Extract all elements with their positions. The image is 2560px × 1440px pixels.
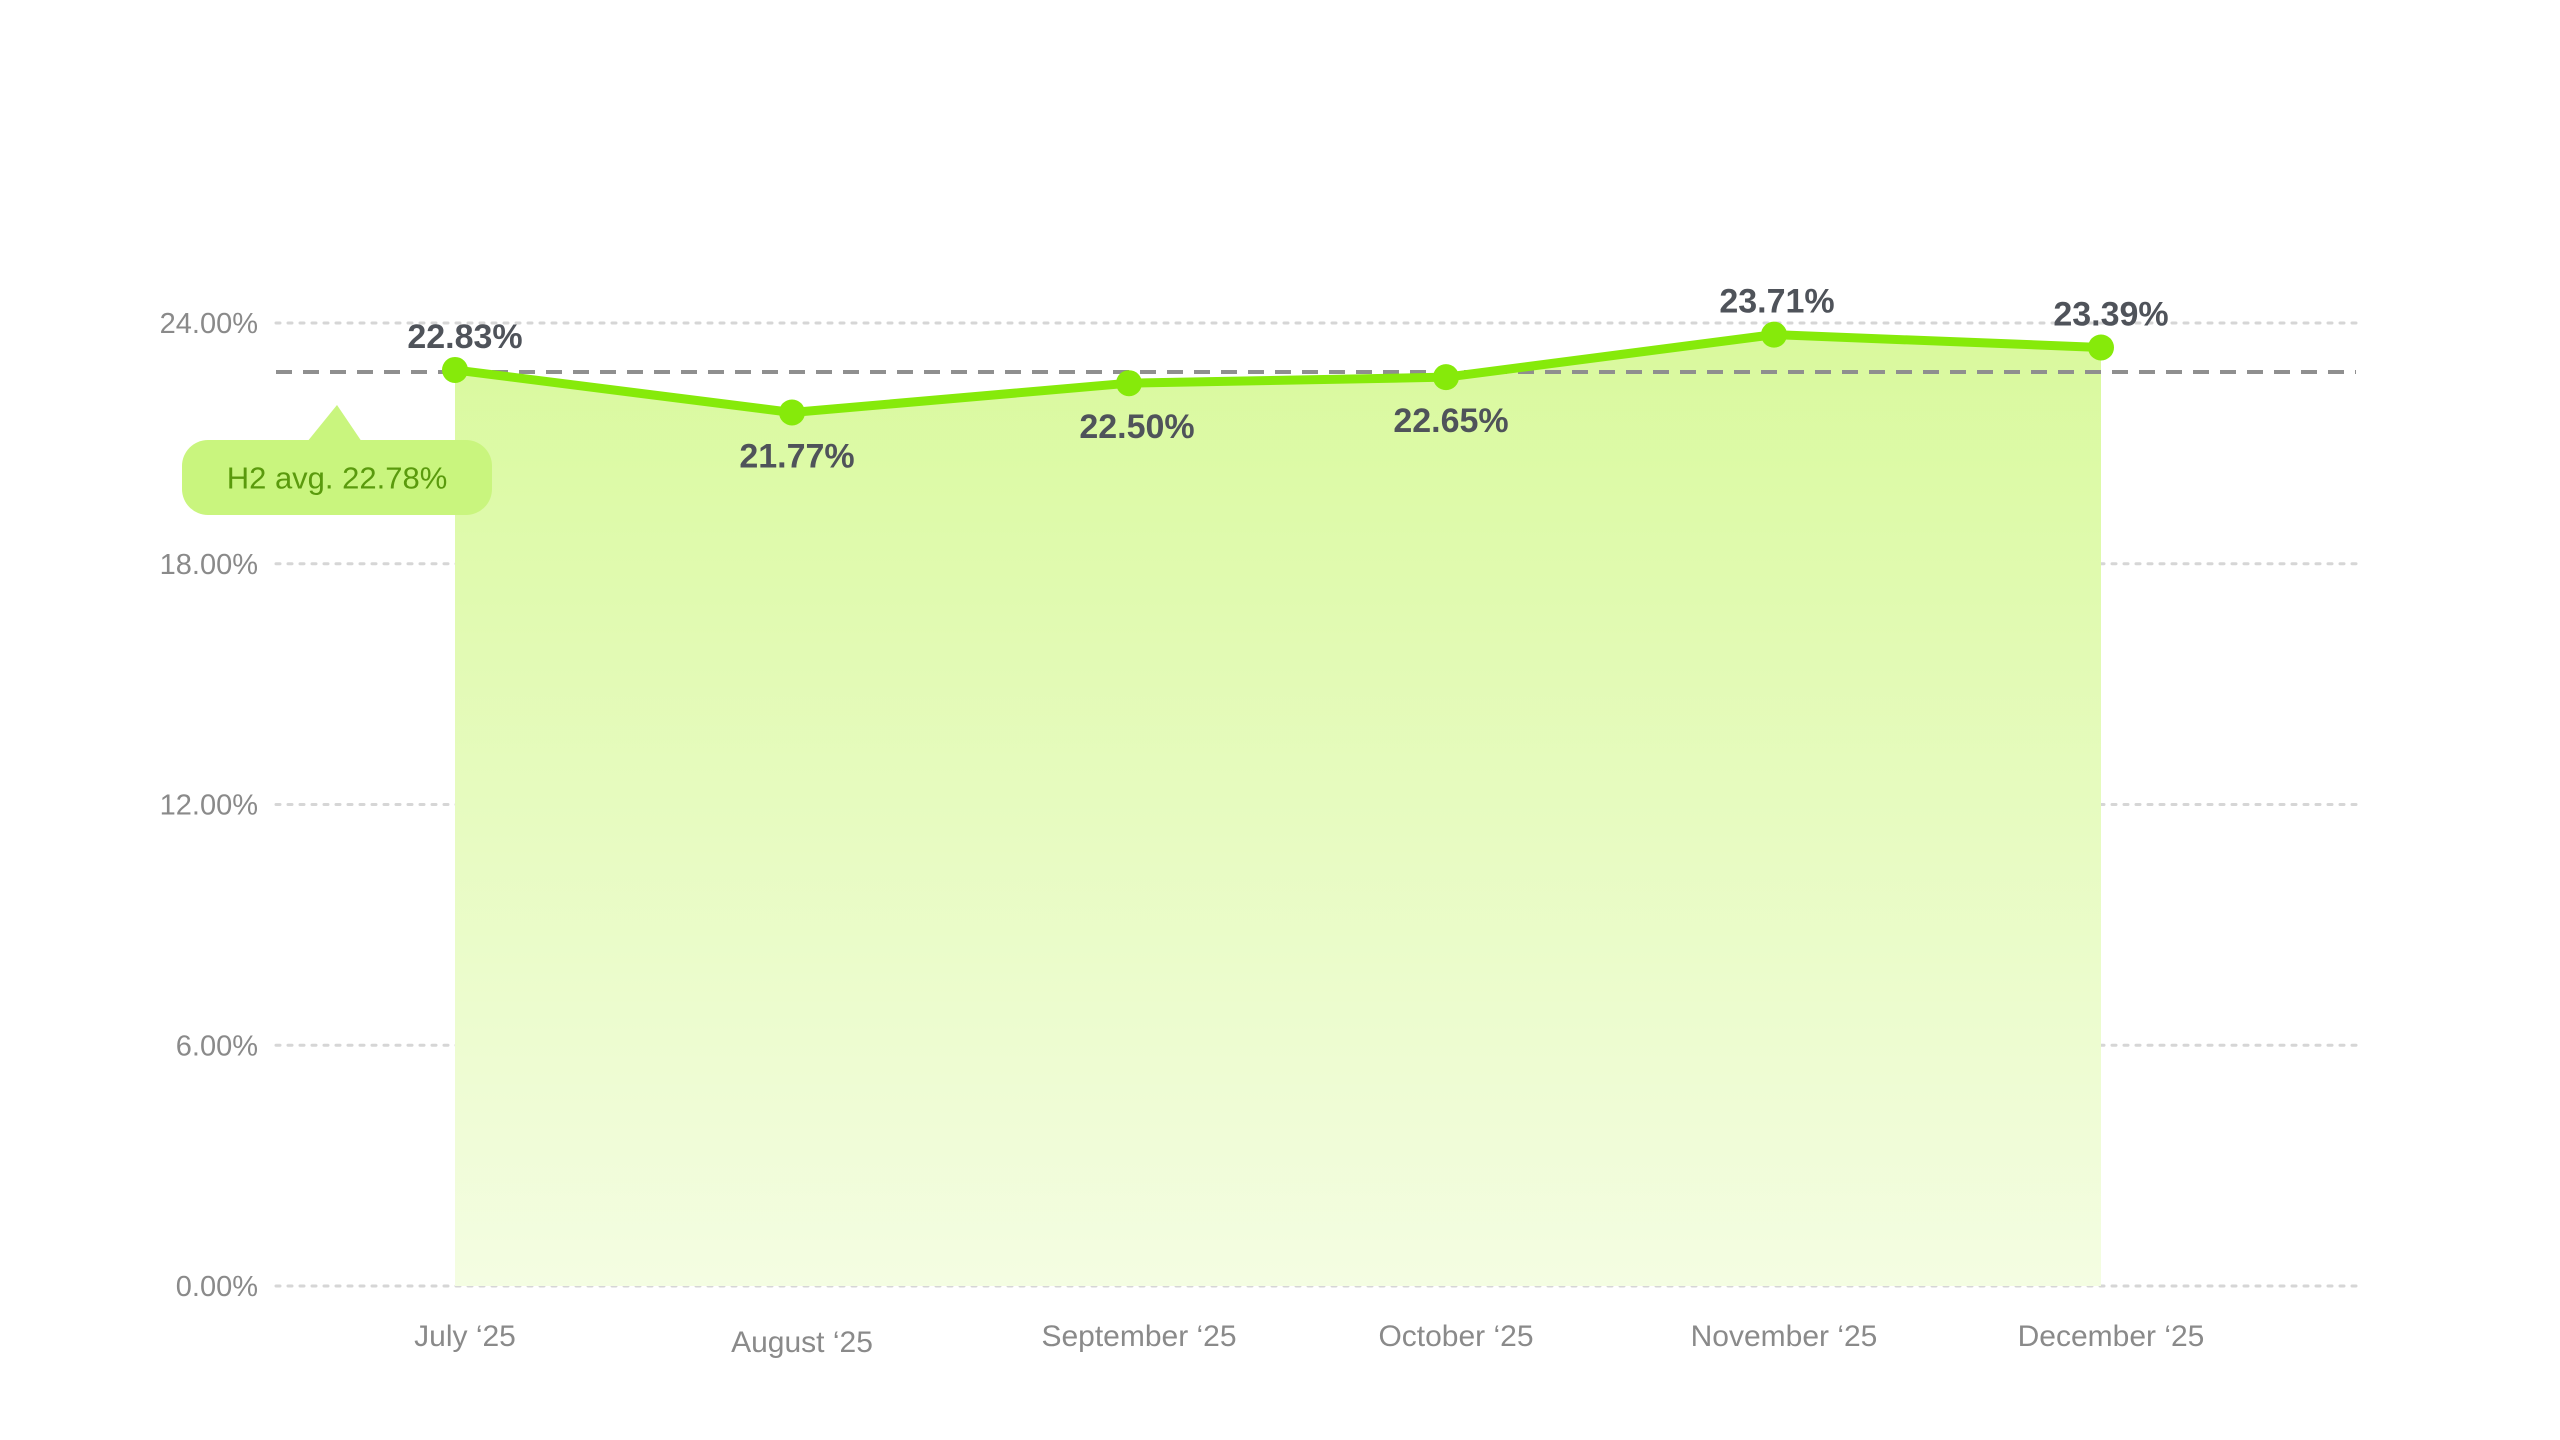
series-line [450,330,2106,417]
data-point [1116,370,1142,397]
y-tick-label: 0.00% [176,1271,258,1303]
x-tick-label: September ‘25 [1041,1320,1236,1353]
average-badge [182,440,492,515]
data-point [2088,334,2114,361]
data-label: 22.50% [1079,408,1194,446]
data-point [442,356,468,383]
badge-pointer [307,405,362,442]
y-tick-label: 18.00% [160,549,258,581]
data-points [442,321,2114,426]
data-label: 21.77% [739,437,854,475]
area-fill-group [455,334,2101,1287]
average-badge-label: H2 avg. 22.78% [227,461,448,496]
data-point [1761,321,1787,348]
x-tick-label: July ‘25 [414,1320,516,1353]
data-label: 22.83% [407,318,522,356]
x-tick-label: August ‘25 [731,1326,873,1359]
x-axis-ticks: July ‘25 August ‘25 September ‘25 October ‘… [414,1320,2204,1359]
x-tick-label: November ‘25 [1691,1320,1878,1353]
data-point [1433,364,1459,391]
x-tick-label: December ‘25 [2018,1320,2205,1353]
y-tick-label: 24.00% [160,308,258,340]
data-point [779,399,805,426]
y-tick-label: 6.00% [176,1030,258,1062]
area-fill [455,334,2101,1287]
x-tick-label: October ‘25 [1378,1320,1533,1353]
data-label: 22.65% [1393,402,1508,440]
y-tick-label: 12.00% [160,790,258,822]
average-reference: H2 avg. 22.78% [182,369,2356,515]
data-label: 23.71% [1719,283,1834,321]
data-label: 23.39% [2053,295,2168,333]
data-labels: 22.83% 21.77% 22.50% 22.65% 23.71% 23.39% [407,283,2168,476]
y-axis-ticks: 0.00% 6.00% 12.00% 18.00% 24.00% [160,308,258,1303]
series-line-group [450,330,2106,417]
